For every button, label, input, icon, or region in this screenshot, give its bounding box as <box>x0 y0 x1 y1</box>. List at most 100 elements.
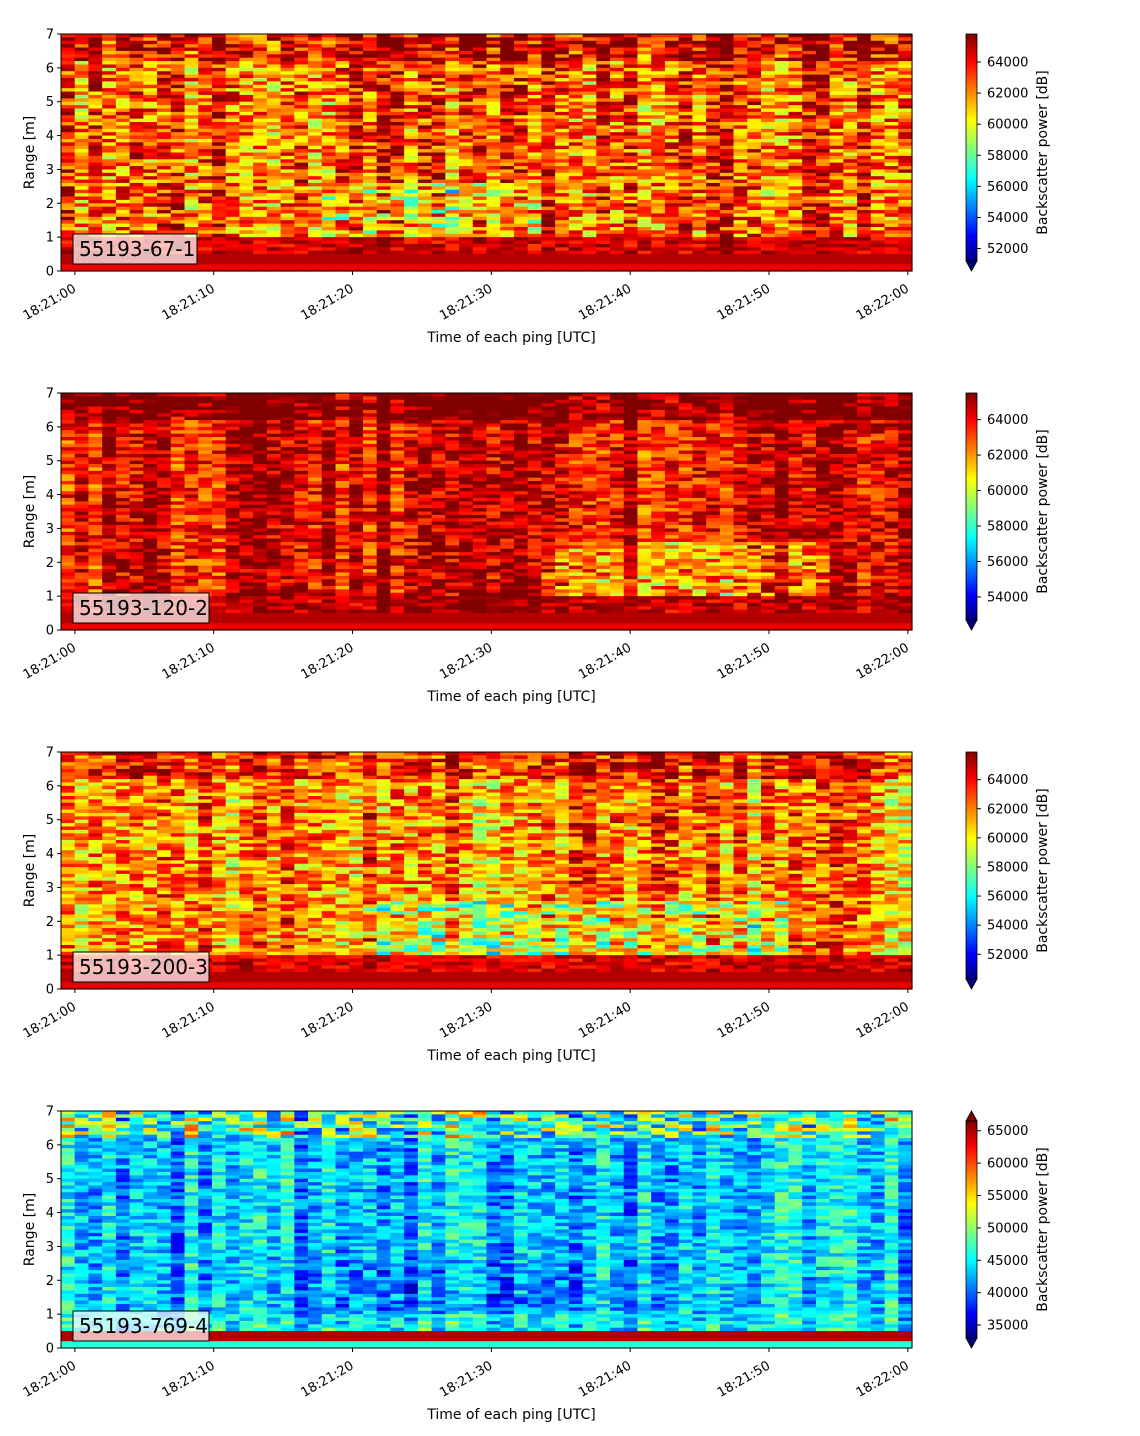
heatmap-cell <box>321 98 337 103</box>
heatmap-cell <box>88 176 103 181</box>
heatmap-cell <box>253 166 268 171</box>
heatmap-cell <box>74 149 90 154</box>
heatmap-cell <box>678 34 693 38</box>
heatmap-cell <box>404 223 419 228</box>
heatmap-cell <box>74 565 90 570</box>
heatmap-cell <box>211 210 227 215</box>
heatmap-cell <box>225 40 241 45</box>
heatmap-cell <box>610 64 625 69</box>
heatmap-cell <box>802 226 817 231</box>
heatmap-cell <box>143 132 158 137</box>
heatmap-cell <box>211 254 227 259</box>
heatmap-cell <box>170 203 186 208</box>
heatmap-cell <box>157 159 172 164</box>
heatmap-cell <box>376 37 392 42</box>
heatmap-cell <box>102 216 117 221</box>
heatmap-cell <box>115 484 131 489</box>
heatmap-cell <box>678 61 693 66</box>
heatmap-cell <box>513 44 529 49</box>
heatmap-cell <box>390 101 405 106</box>
heatmap-cell <box>102 477 117 482</box>
heatmap-cell <box>459 260 474 265</box>
heatmap-cell <box>610 128 625 133</box>
heatmap-cell <box>664 115 680 120</box>
heatmap-cell <box>417 111 433 116</box>
heatmap-cell <box>610 240 625 245</box>
heatmap-cell <box>115 467 131 472</box>
heatmap-cell <box>170 40 186 45</box>
heatmap-cell <box>362 237 378 242</box>
heatmap-cell <box>884 57 899 62</box>
heatmap-cell <box>61 176 76 181</box>
heatmap-cell <box>692 142 707 147</box>
heatmap-cell <box>747 71 762 76</box>
heatmap-cell <box>61 64 76 69</box>
heatmap-cell <box>568 186 584 191</box>
heatmap-cell <box>664 226 680 231</box>
heatmap-cell <box>74 44 90 49</box>
heatmap-cell <box>898 159 913 164</box>
heatmap-cell <box>706 138 721 143</box>
heatmap-cell <box>857 122 872 127</box>
heatmap-cell <box>733 64 748 69</box>
heatmap-cell <box>486 105 501 110</box>
heatmap-cell <box>61 413 76 418</box>
heatmap-cell <box>637 78 652 82</box>
heatmap-cell <box>829 189 844 194</box>
heatmap-cell <box>88 579 103 584</box>
heatmap-cell <box>761 166 776 171</box>
heatmap-cell <box>390 155 405 160</box>
heatmap-cell <box>211 199 227 204</box>
heatmap-cell <box>362 247 378 252</box>
heatmap-cell <box>555 98 570 103</box>
heatmap-cell <box>596 199 611 204</box>
heatmap-cell <box>774 223 790 228</box>
heatmap-cell <box>115 196 131 201</box>
heatmap-cell <box>143 179 158 184</box>
heatmap-cell <box>637 243 652 248</box>
heatmap-cell <box>610 34 625 38</box>
heatmap-cell <box>225 172 241 177</box>
heatmap-cell <box>417 145 433 150</box>
heatmap-cell <box>143 403 158 408</box>
heatmap-cell <box>541 260 556 265</box>
heatmap-cell <box>486 155 501 160</box>
heatmap-cell <box>280 250 295 255</box>
heatmap-cell <box>157 149 172 154</box>
heatmap-cell <box>61 260 76 265</box>
heatmap-cell <box>843 138 858 143</box>
heatmap-cell <box>445 179 460 184</box>
heatmap-cell <box>308 40 323 45</box>
heatmap-cell <box>733 250 748 255</box>
heatmap-cell <box>664 88 680 93</box>
heatmap-cell <box>143 494 158 499</box>
heatmap-cell <box>719 111 735 116</box>
heatmap-cell <box>335 132 350 137</box>
heatmap-cell <box>637 74 652 79</box>
heatmap-cell <box>678 132 693 137</box>
heatmap-cell <box>431 105 446 110</box>
heatmap-cell <box>870 88 886 93</box>
heatmap-cell <box>815 257 831 262</box>
heatmap-cell <box>61 619 76 624</box>
heatmap-cell <box>294 128 309 133</box>
heatmap-cell <box>170 71 186 76</box>
heatmap-cell <box>761 176 776 181</box>
heatmap-cell <box>88 81 103 86</box>
heatmap-cell <box>390 37 405 42</box>
heatmap-cell <box>88 152 103 157</box>
heatmap-cell <box>294 67 309 72</box>
heatmap-cell <box>404 196 419 201</box>
heatmap-cell <box>431 71 446 76</box>
heatmap-cell <box>294 40 309 45</box>
heatmap-cell <box>596 64 611 69</box>
colorbar-gradient <box>965 33 978 262</box>
heatmap-cell <box>253 138 268 143</box>
heatmap-cell <box>74 487 90 492</box>
heatmap-cell <box>555 78 570 82</box>
heatmap-cell <box>870 132 886 137</box>
heatmap-cell <box>651 166 666 171</box>
heatmap-cell <box>102 135 117 140</box>
heatmap-cell <box>692 169 707 174</box>
heatmap-cell <box>88 132 103 137</box>
